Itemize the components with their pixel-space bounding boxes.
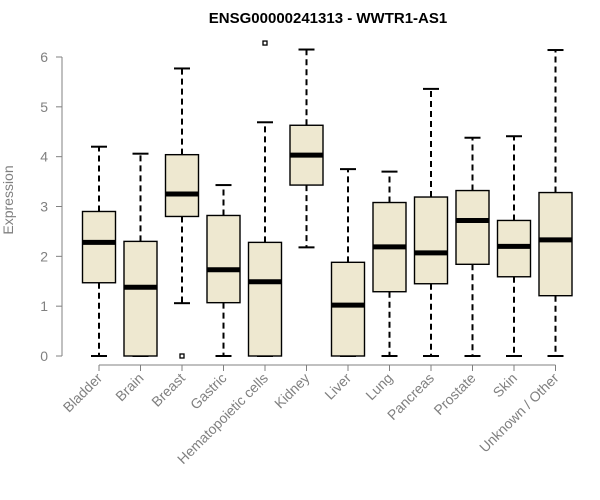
y-tick-label: 1	[40, 298, 48, 314]
box-liver	[330, 168, 366, 357]
iqr-box	[330, 261, 366, 357]
iqr-box	[413, 196, 449, 285]
x-tick-label: Unknown / Other	[476, 370, 562, 456]
x-tick-label: Breast	[148, 370, 188, 410]
boxes	[81, 40, 573, 359]
chart-title: ENSG00000241313 - WWTR1-AS1	[209, 10, 447, 27]
y-tick-label: 5	[40, 99, 48, 115]
box-gastric	[206, 184, 241, 357]
box-breast	[164, 67, 200, 359]
box-hematopoietic-cells	[247, 40, 283, 357]
x-tick-label: Lung	[362, 370, 395, 403]
box-bladder	[81, 145, 117, 357]
x-tick-label: Kidney	[271, 370, 313, 412]
x-tick-label: Bladder	[60, 370, 106, 416]
x-tick-label: Skin	[490, 370, 521, 401]
box-unknown-other	[538, 49, 573, 357]
box-lung	[372, 170, 407, 357]
box-kidney	[289, 48, 324, 249]
y-tick-label: 6	[40, 49, 48, 65]
y-tick-label: 0	[40, 348, 48, 364]
box-brain	[123, 152, 158, 357]
iqr-box	[455, 189, 490, 266]
y-axis: 0 1 2 3 4 5 6	[40, 49, 63, 364]
y-tick-label: 4	[40, 149, 48, 165]
box-skin	[496, 135, 532, 357]
iqr-box	[123, 240, 158, 357]
outlier-point	[262, 40, 268, 46]
outlier-point	[179, 353, 185, 359]
iqr-box	[247, 241, 283, 357]
y-axis-label: Expression	[0, 165, 16, 234]
x-tick-label: Brain	[112, 370, 146, 404]
y-tick-label: 2	[40, 248, 48, 264]
iqr-box	[538, 191, 573, 297]
x-tick-label: Liver	[321, 370, 354, 403]
box-pancreas	[413, 87, 449, 357]
y-tick-label: 3	[40, 199, 48, 215]
iqr-box	[164, 153, 200, 218]
box-prostate	[455, 136, 490, 357]
x-tick-label: Prostate	[430, 370, 478, 418]
iqr-box	[206, 214, 241, 304]
iqr-box	[81, 210, 117, 284]
